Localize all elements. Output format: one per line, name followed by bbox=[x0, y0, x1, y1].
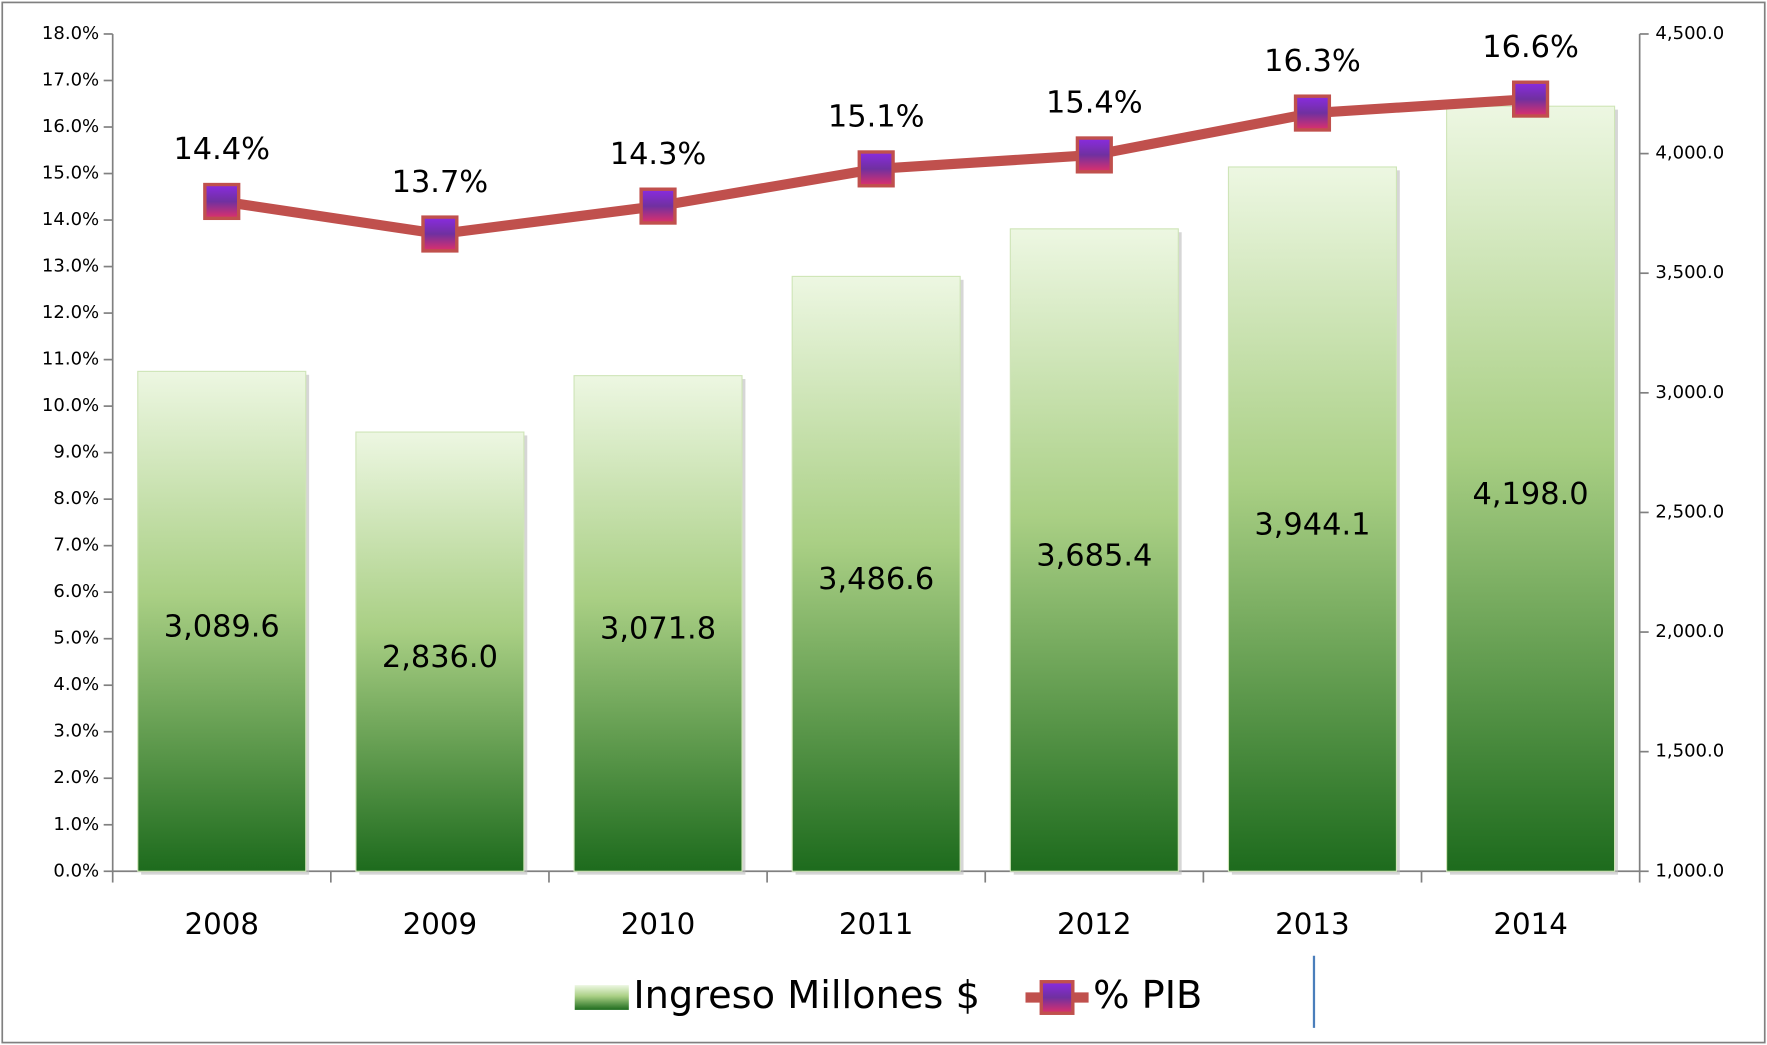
y-tick-label: 12.0% bbox=[42, 302, 99, 323]
y-tick-label: 1.0% bbox=[53, 814, 99, 835]
data-label: 3,944.1 bbox=[1254, 507, 1370, 542]
data-label: 13.7% bbox=[392, 165, 489, 200]
data-label: 4,198.0 bbox=[1473, 477, 1589, 512]
y-tick-label: 7.0% bbox=[53, 535, 99, 556]
y-tick-label: 13.0% bbox=[42, 256, 99, 277]
x-tick-label: 2013 bbox=[1275, 907, 1350, 941]
y-tick-label: 0.0% bbox=[53, 860, 99, 881]
y2-tick-label: 2,000.0 bbox=[1655, 621, 1724, 642]
data-label: 3,089.6 bbox=[164, 610, 280, 645]
y-tick-label: 2.0% bbox=[53, 767, 99, 788]
data-label: 16.3% bbox=[1264, 44, 1361, 79]
data-label: 3,486.6 bbox=[818, 562, 934, 597]
bar bbox=[355, 431, 525, 872]
y-tick-label: 15.0% bbox=[42, 163, 99, 184]
marker bbox=[639, 187, 677, 225]
data-label: 14.4% bbox=[173, 132, 270, 167]
y2-tick-label: 2,500.0 bbox=[1655, 501, 1724, 522]
data-label: 2,836.0 bbox=[382, 640, 498, 675]
marker bbox=[421, 215, 459, 253]
legend-marker bbox=[1039, 980, 1075, 1015]
legend-label: Ingreso Millones $ bbox=[633, 973, 980, 1018]
y-tick-label: 5.0% bbox=[53, 628, 99, 649]
legend-swatch bbox=[574, 985, 629, 1010]
y-tick-label: 16.0% bbox=[42, 116, 99, 137]
bar bbox=[573, 375, 743, 872]
marker bbox=[1511, 80, 1550, 118]
x-tick-label: 2010 bbox=[621, 907, 696, 941]
y2-tick-label: 1,000.0 bbox=[1655, 860, 1724, 881]
bar bbox=[1227, 166, 1397, 872]
y2-tick-label: 4,500.0 bbox=[1655, 23, 1724, 44]
y-tick-label: 8.0% bbox=[53, 488, 99, 509]
bar bbox=[1009, 228, 1179, 872]
y-tick-label: 17.0% bbox=[42, 69, 99, 90]
data-label: 15.4% bbox=[1046, 86, 1143, 121]
y-tick-label: 3.0% bbox=[53, 721, 99, 742]
y-tick-label: 6.0% bbox=[53, 581, 99, 602]
marker bbox=[203, 182, 241, 221]
y-tick-label: 11.0% bbox=[42, 349, 99, 370]
legend-label: % PIB bbox=[1093, 973, 1202, 1018]
y2-tick-label: 1,500.0 bbox=[1655, 741, 1724, 762]
x-tick-label: 2012 bbox=[1057, 907, 1132, 941]
y-tick-label: 14.0% bbox=[42, 209, 99, 230]
data-label: 3,685.4 bbox=[1036, 538, 1152, 573]
y2-tick-label: 4,000.0 bbox=[1655, 143, 1724, 164]
x-tick-label: 2014 bbox=[1493, 907, 1568, 941]
x-tick-label: 2011 bbox=[839, 907, 914, 941]
y-tick-label: 10.0% bbox=[42, 395, 99, 416]
bar bbox=[137, 370, 307, 872]
data-label: 16.6% bbox=[1482, 30, 1579, 65]
x-tick-label: 2008 bbox=[184, 907, 259, 941]
marker bbox=[857, 150, 895, 188]
bar bbox=[791, 275, 961, 872]
x-tick-label: 2009 bbox=[403, 907, 478, 941]
marker bbox=[1075, 136, 1113, 174]
y-tick-label: 9.0% bbox=[53, 442, 99, 463]
bar bbox=[1446, 105, 1616, 872]
y-tick-label: 18.0% bbox=[42, 23, 99, 44]
marker bbox=[1293, 94, 1332, 132]
data-label: 14.3% bbox=[610, 137, 707, 172]
data-label: 3,071.8 bbox=[600, 612, 716, 647]
y2-tick-label: 3,500.0 bbox=[1655, 262, 1724, 283]
y2-tick-label: 3,000.0 bbox=[1655, 382, 1724, 403]
y-tick-label: 4.0% bbox=[53, 674, 99, 695]
data-label: 15.1% bbox=[828, 100, 925, 135]
